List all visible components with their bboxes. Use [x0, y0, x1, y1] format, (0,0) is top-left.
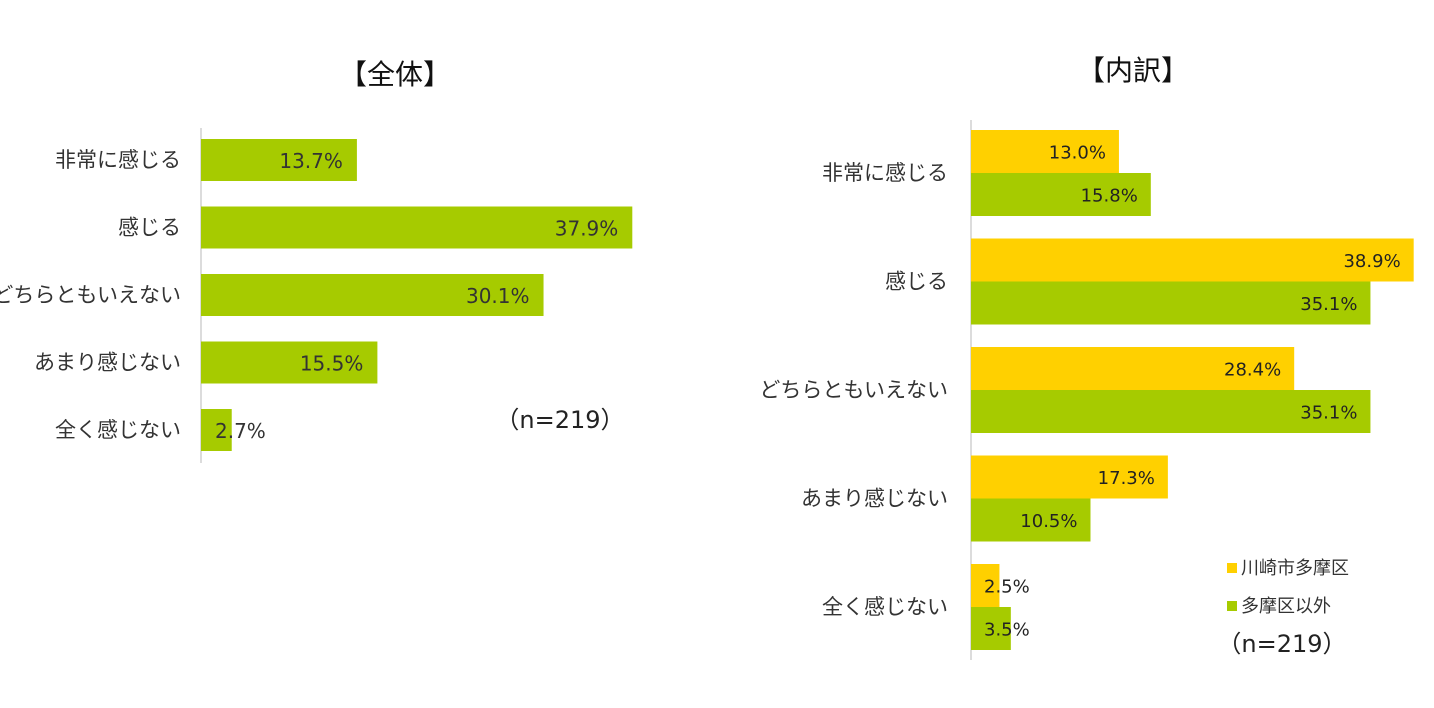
breakdown-bar-other	[971, 173, 1151, 216]
overall-bar	[201, 206, 633, 249]
breakdown-bar-tama	[971, 564, 1000, 607]
breakdown-bar-tama	[971, 130, 1119, 173]
legend-label-tama: 川崎市多摩区	[1241, 558, 1349, 579]
breakdown-category-label: 感じる	[885, 270, 948, 294]
breakdown-value-label-other: 35.1%	[1300, 403, 1357, 424]
overall-bar	[201, 274, 544, 316]
overall-n-note: （n=219）	[495, 406, 624, 434]
overall-value-label: 15.5%	[300, 352, 364, 376]
legend-swatch-tama	[1227, 563, 1237, 573]
breakdown-title: 【内訳】	[1077, 54, 1189, 87]
breakdown-bar-other	[971, 281, 1371, 325]
overall-bar	[201, 341, 378, 384]
overall-bar	[201, 139, 357, 181]
breakdown-value-label-tama: 38.9%	[1343, 251, 1400, 272]
breakdown-bar-tama	[971, 347, 1295, 390]
overall-title: 【全体】	[339, 58, 451, 91]
breakdown-category-label: あまり感じない	[801, 487, 948, 511]
overall-value-label: 30.1%	[466, 284, 530, 308]
breakdown-value-label-other: 15.8%	[1081, 186, 1138, 207]
overall-value-label: 13.7%	[279, 149, 343, 173]
breakdown-bar-other	[971, 607, 1011, 650]
breakdown-value-label-tama: 28.4%	[1224, 360, 1281, 381]
overall-category-label: どちらともいえない	[0, 283, 181, 307]
breakdown-value-label-other: 3.5%	[984, 620, 1030, 641]
breakdown-n-note: （n=219）	[1217, 630, 1346, 658]
breakdown-value-label-other: 35.1%	[1300, 294, 1357, 315]
breakdown-bar-other	[971, 498, 1091, 542]
breakdown-bar-tama	[971, 238, 1414, 282]
overall-category-label: 非常に感じる	[55, 148, 181, 172]
breakdown-category-label: 非常に感じる	[822, 161, 948, 185]
overall-value-label: 2.7%	[215, 419, 266, 443]
breakdown-value-label-tama: 13.0%	[1049, 143, 1106, 164]
overall-value-label: 37.9%	[555, 217, 619, 241]
breakdown-value-label-tama: 2.5%	[984, 577, 1030, 598]
breakdown-bar-tama	[971, 455, 1168, 499]
breakdown-category-label: 全く感じない	[822, 595, 948, 619]
overall-bar	[201, 409, 232, 451]
breakdown-value-label-other: 10.5%	[1020, 511, 1077, 532]
legend-label-other: 多摩区以外	[1241, 596, 1331, 617]
overall-category-label: あまり感じない	[34, 351, 181, 375]
legend-swatch-other	[1227, 601, 1237, 611]
overall-category-label: 全く感じない	[55, 418, 181, 442]
overall-category-label: 感じる	[118, 216, 181, 240]
legend: 川崎市多摩区 多摩区以外	[1227, 558, 1349, 617]
breakdown-bar-other	[971, 390, 1371, 433]
breakdown-category-label: どちらともいえない	[759, 378, 948, 402]
breakdown-value-label-tama: 17.3%	[1098, 468, 1155, 489]
